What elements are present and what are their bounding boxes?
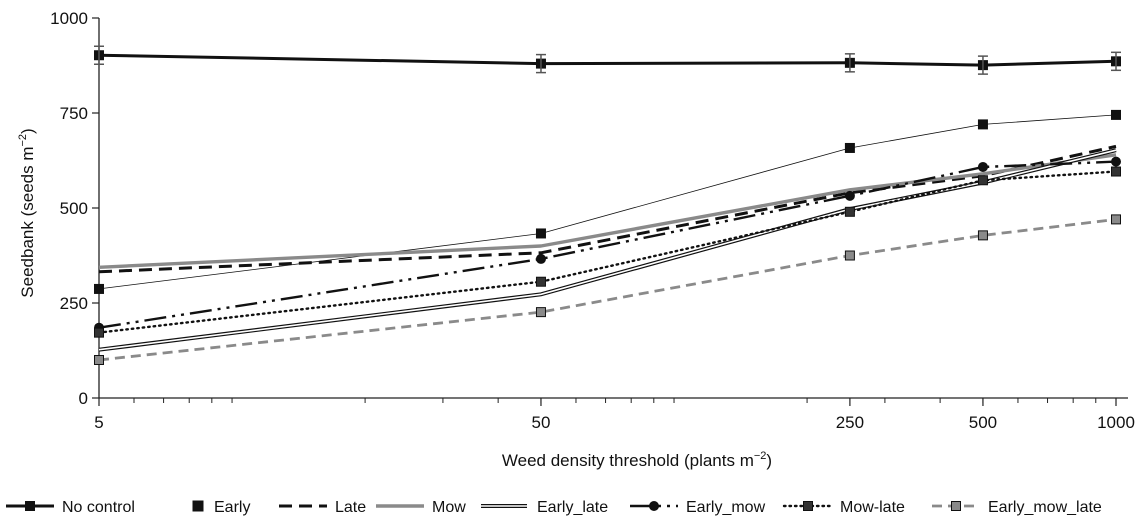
- legend-item-early-mow: Early_mow: [630, 499, 766, 516]
- legend-label-early-late: Early_late: [537, 499, 608, 516]
- data-point-early: [535, 228, 546, 239]
- legend-marker-mow-late: [803, 501, 813, 511]
- legend-label-mow-late: Mow-late: [840, 499, 905, 516]
- y-tick-label: 1000: [50, 9, 88, 28]
- legend: No control Early Late Mow Early_late Early_mo…: [6, 499, 1102, 516]
- data-point-early-mow: [535, 253, 546, 264]
- series-line-early-late-inner: [98, 149, 1117, 351]
- legend-label-early-mow-late: Early_mow_late: [988, 499, 1102, 516]
- data-point-mow-late: [977, 175, 988, 186]
- y-tick-label: 500: [60, 199, 88, 218]
- x-tick-label: 250: [836, 413, 864, 432]
- data-point-early-mow: [844, 190, 855, 201]
- data-point-mow-late: [844, 206, 855, 217]
- data-point-mow-late: [94, 327, 104, 338]
- data-point-mow-late: [535, 276, 546, 287]
- y-tick-label: 0: [79, 389, 88, 408]
- series-markers: [94, 45, 1121, 365]
- legend-item-mow-late: Mow-late: [782, 499, 905, 516]
- legend-label-mow: Mow: [432, 499, 466, 516]
- y-tick-label: 250: [60, 294, 88, 313]
- axes: 0 250 500 750 1000 5 50 250 500 1000: [50, 9, 1135, 432]
- series-lines: [97, 53, 1118, 362]
- data-point-early: [1111, 109, 1121, 120]
- data-point-early: [977, 119, 988, 130]
- legend-item-early: Early: [192, 499, 250, 516]
- legend-label-late: Late: [335, 499, 366, 516]
- legend-marker-no-control: [25, 501, 35, 511]
- series-line-late: [98, 144, 1117, 274]
- legend-label-early-mow: Early_mow: [686, 499, 766, 516]
- data-point-early-mow-late: [94, 355, 104, 365]
- data-point-early-mow-late: [535, 307, 546, 318]
- series-line-early-late: [98, 148, 1117, 352]
- legend-item-mow: Mow: [376, 499, 466, 516]
- y-tick-label: 750: [60, 104, 88, 123]
- legend-item-no-control: No control: [6, 499, 135, 516]
- legend-marker-early-mow: [649, 501, 659, 511]
- x-tick-label: 50: [532, 413, 551, 432]
- series-line-no-control: [98, 53, 1117, 67]
- x-axis-title: Weed density threshold (plants m−2): [502, 450, 772, 470]
- legend-marker-early-mow-late: [951, 501, 961, 511]
- data-point-early: [94, 283, 104, 294]
- legend-swatch-early: [192, 500, 204, 512]
- data-point-early: [844, 142, 855, 153]
- x-tick-label: 1000: [1097, 413, 1135, 432]
- series-line-mow-late: [97, 170, 1118, 334]
- x-tick-label: 500: [969, 413, 997, 432]
- data-point-early-mow: [1111, 156, 1121, 167]
- x-tick-label: 5: [94, 413, 103, 432]
- legend-label-early: Early: [214, 499, 250, 516]
- data-point-early-mow-late: [844, 250, 855, 261]
- legend-item-early-late: Early_late: [481, 499, 608, 516]
- legend-item-late: Late: [279, 499, 366, 516]
- series-line-mow: [98, 153, 1117, 269]
- data-point-mow-late: [1111, 166, 1121, 177]
- y-axis-title: Seedbank (seeds m−2): [17, 128, 37, 297]
- data-point-early-mow-late: [977, 230, 988, 241]
- data-point-early-mow-late: [1111, 214, 1121, 225]
- legend-item-early-mow-late: Early_mow_late: [932, 499, 1102, 516]
- data-point-early-mow: [977, 161, 988, 172]
- series-line-early: [98, 114, 1117, 290]
- legend-label-no-control: No control: [62, 499, 135, 516]
